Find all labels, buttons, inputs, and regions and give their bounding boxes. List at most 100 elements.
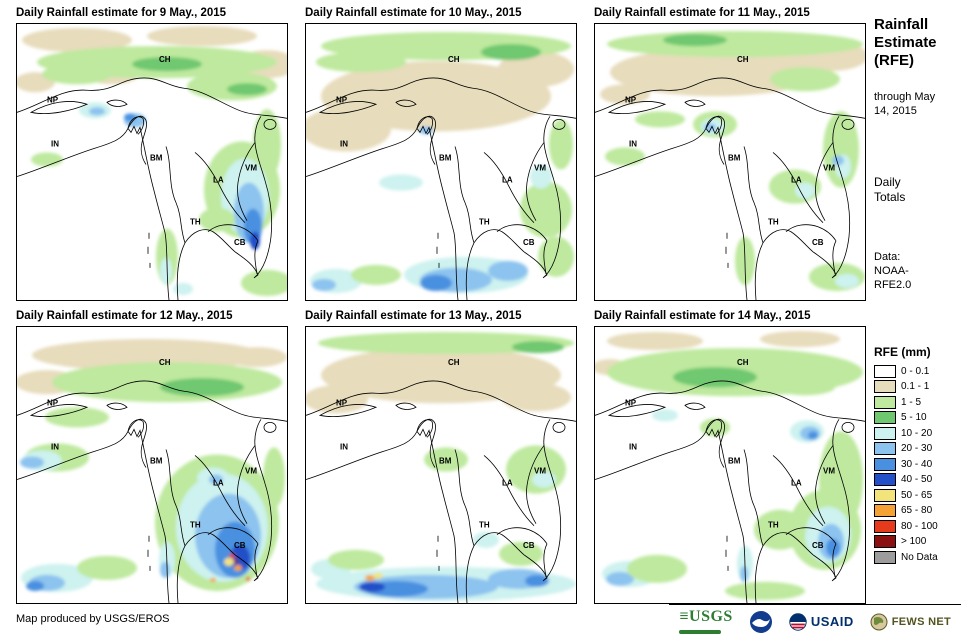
rainfall-map: CH NP IN BM LA VM TH CB xyxy=(17,327,287,603)
country-label: VM xyxy=(534,164,546,173)
panel-title: Daily Rainfall estimate for 10 May., 201… xyxy=(305,7,522,19)
country-border xyxy=(29,404,89,418)
country-border xyxy=(483,152,535,224)
country-label: CB xyxy=(523,238,535,247)
country-label: CB xyxy=(234,238,246,247)
country-label: LA xyxy=(502,176,513,185)
legend-swatch xyxy=(874,380,896,394)
country-border xyxy=(496,527,548,545)
country-border xyxy=(237,445,256,524)
map-panel: Daily Rainfall estimate for 14 May., 201… xyxy=(594,309,866,604)
country-border xyxy=(165,449,186,546)
country-border xyxy=(207,224,259,242)
rain-patch xyxy=(124,113,136,122)
rain-patch xyxy=(473,531,499,548)
rain-patch xyxy=(520,181,572,238)
panel-title: Daily Rainfall estimate for 9 May., 2015 xyxy=(16,7,227,19)
rainfall-map: CH NP IN BM LA VM TH CB xyxy=(595,24,865,300)
country-border xyxy=(543,543,548,577)
country-label: NP xyxy=(336,95,348,104)
rain-patch xyxy=(312,278,336,291)
country-border xyxy=(395,402,417,410)
country-border xyxy=(552,118,566,130)
rain-patch xyxy=(160,257,172,284)
map-credit: Map produced by USGS/EROS xyxy=(16,613,170,625)
country-label: IN xyxy=(51,442,59,451)
country-border xyxy=(743,146,764,243)
country-label: TH xyxy=(479,218,490,227)
country-border xyxy=(127,116,145,135)
country-label: CH xyxy=(737,55,749,64)
country-border xyxy=(454,146,475,243)
rainfall-map: CH NP IN BM LA VM TH CB xyxy=(306,24,576,300)
legend-item: 20 - 30 xyxy=(874,441,964,457)
legend-item: 30 - 40 xyxy=(874,457,964,473)
country-border xyxy=(526,445,545,524)
usgs-wordmark: ≡USGS xyxy=(679,608,733,625)
country-border xyxy=(595,380,865,422)
country-border xyxy=(416,116,434,135)
rain-patch xyxy=(22,28,132,53)
legend-item: No Data xyxy=(874,550,964,566)
country-label: LA xyxy=(791,176,802,185)
panel-title: Daily Rainfall estimate for 12 May., 201… xyxy=(16,310,233,322)
panel-title: Daily Rainfall estimate for 14 May., 201… xyxy=(594,310,811,322)
rain-patch xyxy=(89,107,105,116)
rain-patch xyxy=(173,282,193,295)
country-label: CB xyxy=(523,541,535,550)
legend-item: > 100 xyxy=(874,534,964,550)
country-border xyxy=(29,101,89,115)
panel-title: Daily Rainfall estimate for 11 May., 201… xyxy=(594,7,810,19)
rain-patch xyxy=(725,581,805,600)
country-label: BM xyxy=(150,456,163,465)
rain-patch xyxy=(530,164,552,189)
country-label: IN xyxy=(340,139,348,148)
country-border xyxy=(254,543,259,577)
country-border xyxy=(785,527,837,545)
country-label: BM xyxy=(439,153,452,162)
rain-patch xyxy=(77,555,137,580)
sidebar-through-date: through May 14, 2015 xyxy=(874,91,936,118)
country-label: CH xyxy=(448,55,460,64)
rain-patch xyxy=(52,362,282,403)
country-border xyxy=(263,118,277,130)
country-label: VM xyxy=(245,164,257,173)
legend-label: 30 - 40 xyxy=(901,458,933,470)
country-border xyxy=(207,527,259,545)
rain-patch xyxy=(525,574,549,587)
noaa-emblem-icon xyxy=(749,610,772,633)
map-panel: Daily Rainfall estimate for 11 May., 201… xyxy=(594,6,866,301)
legend-label: 5 - 10 xyxy=(901,412,927,424)
legend-item: 10 - 20 xyxy=(874,426,964,442)
rain-patch xyxy=(250,231,260,250)
country-label: CB xyxy=(234,541,246,550)
country-label: IN xyxy=(629,139,637,148)
country-border xyxy=(785,224,837,242)
legend-item: 0 - 0.1 xyxy=(874,364,964,380)
country-label: VM xyxy=(823,164,835,173)
country-label: LA xyxy=(213,479,224,488)
rain-patch xyxy=(627,554,687,583)
country-border xyxy=(772,152,824,224)
country-label: TH xyxy=(190,521,201,530)
legend-item: 5 - 10 xyxy=(874,410,964,426)
country-border xyxy=(147,535,151,571)
rainfall-map: CH NP IN BM LA VM TH CB xyxy=(306,327,576,603)
panel-title: Daily Rainfall estimate for 13 May., 201… xyxy=(305,310,522,322)
rain-patch xyxy=(605,147,645,166)
rain-patch xyxy=(230,544,250,571)
country-label: LA xyxy=(502,479,513,488)
legend-item: 40 - 50 xyxy=(874,472,964,488)
country-label: BM xyxy=(728,456,741,465)
country-label: BM xyxy=(439,456,452,465)
rain-patch xyxy=(224,557,234,566)
country-border xyxy=(543,240,548,274)
fewsnet-logo: FEWS NET xyxy=(870,613,951,631)
country-label: CB xyxy=(812,541,824,550)
legend-swatch xyxy=(874,395,896,409)
country-border xyxy=(106,99,128,107)
rain-patch xyxy=(606,571,634,586)
legend: RFE (mm) 0 - 0.1 0.1 - 1 1 - 5 5 - 10 10 - 2… xyxy=(874,345,964,566)
rain-patch xyxy=(359,581,385,592)
country-label: BM xyxy=(150,153,163,162)
